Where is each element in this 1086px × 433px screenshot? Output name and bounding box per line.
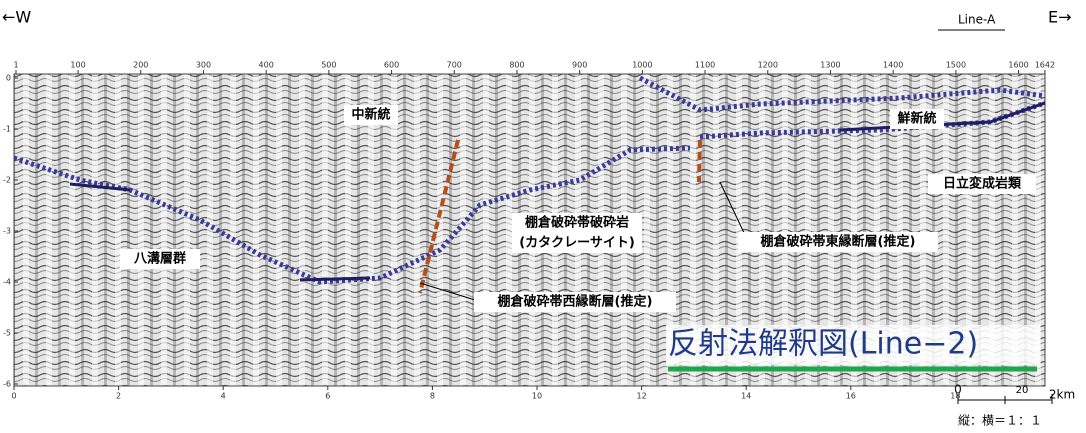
label-box	[738, 232, 938, 252]
scale-label: 2km	[1049, 388, 1075, 402]
cdp-label: 900	[572, 61, 587, 70]
west-label: ←W	[2, 8, 31, 27]
unit-label: 棚倉破砕帯破砕岩	[525, 215, 629, 231]
section-frame	[13, 73, 1046, 387]
fault-label: 棚倉破砕帯東縁断層(推定)	[761, 234, 916, 250]
label-box	[474, 292, 676, 312]
label-box	[344, 105, 398, 125]
east-label: E→	[1048, 8, 1072, 27]
cdp-label: 1	[13, 61, 18, 70]
cdp-label: 1600	[1008, 61, 1028, 70]
horizon-east	[699, 100, 1046, 140]
distance-label: 18	[950, 392, 960, 401]
faults	[418, 139, 702, 294]
cdp-label: 1300	[820, 61, 840, 70]
west-fault	[418, 139, 460, 294]
unit-label: 八溝層群	[133, 251, 186, 267]
cdp-label: 1000	[632, 61, 652, 70]
cdp-label: 400	[259, 61, 274, 70]
distance-label: 0	[11, 392, 16, 401]
distance-label: 14	[741, 392, 751, 401]
cdp-label: 1642	[1035, 61, 1055, 70]
fault-label: 棚倉破砕帯西縁断層(推定)	[498, 294, 653, 310]
scale-label: 0	[954, 383, 962, 397]
distance-label: 4	[221, 392, 226, 401]
cdp-label: 800	[509, 61, 524, 70]
cdp-label: 600	[384, 61, 399, 70]
scale-bar: 0 20 2km 縦：横＝１：１	[954, 383, 1075, 428]
depth-label: -2	[3, 176, 11, 185]
title-box	[666, 325, 1040, 365]
cdp-label: 1100	[695, 61, 715, 70]
unit-label: 中新統	[351, 107, 390, 123]
distance-label: 6	[325, 392, 330, 401]
depth-label: -4	[3, 278, 11, 287]
depth-label: -5	[3, 329, 11, 338]
leader	[719, 181, 746, 236]
horizon-pliocene	[638, 75, 1046, 113]
distance-label: 12	[637, 392, 647, 401]
cdp-label: 700	[447, 61, 462, 70]
scale-ratio: 縦：横＝１：１	[958, 414, 1042, 428]
label-box	[120, 249, 200, 269]
depth-label: 0	[6, 74, 11, 83]
depth-label: -6	[3, 380, 11, 389]
leader	[419, 282, 476, 301]
label-box	[928, 174, 1036, 194]
unit-label: (カタクレーサイト)	[519, 236, 635, 251]
cdp-label: 1200	[758, 61, 778, 70]
distance-label: 16	[846, 392, 856, 401]
unit-label: 日立変成岩類	[943, 176, 1022, 192]
east-fault	[697, 139, 702, 183]
unit-label: 鮮新統	[897, 111, 936, 127]
title: 反射法解釈図(Line−2)	[668, 327, 978, 362]
line-label: Line-A	[958, 13, 996, 27]
distance-label: 10	[532, 392, 542, 401]
cdp-label: 300	[196, 61, 211, 70]
cdp-label: 1400	[883, 61, 903, 70]
cdp-label: 1500	[946, 61, 966, 70]
label-box	[512, 213, 642, 253]
cdp-label: 200	[133, 61, 148, 70]
cdp-label: 500	[321, 61, 336, 70]
depth-label: -3	[3, 227, 11, 236]
label-box	[890, 109, 944, 129]
scale-label: 20	[1016, 385, 1029, 396]
distance-label: 8	[430, 392, 435, 401]
cdp-label: 100	[70, 61, 85, 70]
depth-label: -1	[3, 125, 11, 134]
distance-label: 2	[116, 392, 121, 401]
